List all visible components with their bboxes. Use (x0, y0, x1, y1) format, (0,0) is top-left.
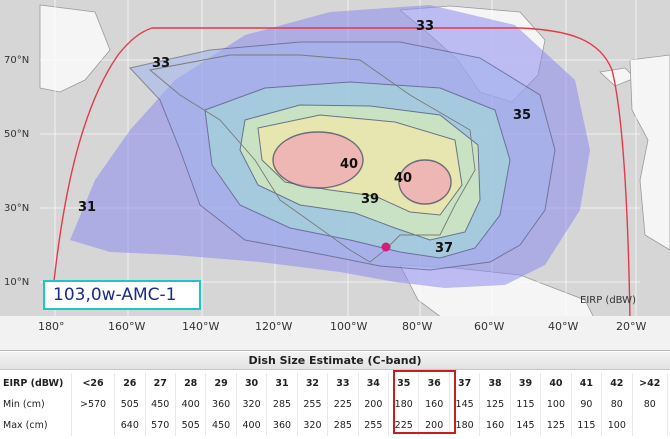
min-cell: 125 (479, 394, 511, 415)
contour-label: 40 (394, 171, 412, 186)
min-row: Min (cm) >570 505 450 400 360 320 285 25… (0, 394, 669, 415)
longitude-axis-strip (0, 316, 670, 350)
eirp-cell: 41 (571, 373, 603, 394)
contour-label: 39 (361, 192, 379, 207)
longitude-label: 20°W (616, 320, 646, 333)
max-cell: 400 (236, 415, 268, 436)
eirp-cell: 37 (449, 373, 481, 394)
visibility-limit-line (51, 27, 631, 321)
max-cell: 570 (145, 415, 176, 436)
latitude-label: 70°N (4, 55, 29, 66)
satellite-name-label: 103,0w-AMC-1 (43, 280, 201, 310)
eirp-cell: 35 (388, 373, 420, 394)
eirp-cell: 27 (145, 373, 176, 394)
satellite-position-marker (381, 242, 391, 252)
contour-label: 31 (78, 200, 96, 215)
max-cell (71, 415, 116, 436)
min-cell: 450 (145, 394, 176, 415)
max-cell: 200 (418, 415, 450, 436)
longitude-label: 100°W (330, 320, 367, 333)
min-cell: 400 (175, 394, 207, 415)
latitude-label: 30°N (4, 203, 29, 214)
contour-label: 37 (435, 241, 453, 256)
coverage-contours (70, 5, 590, 288)
min-cell: 100 (540, 394, 572, 415)
eirp-cell: 33 (327, 373, 359, 394)
min-cell: 320 (236, 394, 268, 415)
longitude-label: 180° (38, 320, 65, 333)
eirp-cell: 38 (479, 373, 511, 394)
longitude-label: 120°W (255, 320, 292, 333)
contour-40-east (398, 159, 452, 205)
contour-label: 40 (340, 157, 358, 172)
eirp-cell: 29 (205, 373, 237, 394)
max-cell: 115 (571, 415, 603, 436)
longitude-label: 60°W (474, 320, 504, 333)
row-label: EIRP (dBW) (0, 373, 72, 394)
eirp-cell: <26 (71, 373, 116, 394)
longitude-label: 140°W (182, 320, 219, 333)
row-label: Max (cm) (0, 415, 72, 436)
eirp-cell: 28 (175, 373, 207, 394)
max-cell: 255 (358, 415, 390, 436)
longitude-label: 40°W (548, 320, 578, 333)
coverage-map: 33 33 35 40 40 39 31 37 70°N 50°N 30°N 1… (0, 0, 670, 350)
min-cell: 255 (297, 394, 329, 415)
min-cell: 360 (205, 394, 237, 415)
contour-label: 35 (513, 108, 531, 123)
longitude-label: 80°W (402, 320, 432, 333)
max-cell: 225 (388, 415, 420, 436)
max-cell: 125 (540, 415, 572, 436)
min-cell: 160 (418, 394, 450, 415)
max-cell: 145 (510, 415, 542, 436)
eirp-cell: 30 (236, 373, 268, 394)
min-cell: 90 (571, 394, 603, 415)
eirp-cell: >42 (632, 373, 669, 394)
europe-shape (629, 54, 670, 251)
min-cell: >570 (71, 394, 116, 415)
min-cell: 200 (358, 394, 390, 415)
max-cell: 505 (175, 415, 207, 436)
max-cell: 360 (266, 415, 298, 436)
eirp-cell: 26 (114, 373, 146, 394)
eirp-cell: 36 (418, 373, 450, 394)
min-cell: 115 (510, 394, 542, 415)
min-cell: 80 (601, 394, 633, 415)
latitude-label: 50°N (4, 129, 29, 140)
min-cell: 80 (632, 394, 669, 415)
eirp-cell: 31 (266, 373, 298, 394)
min-cell: 145 (449, 394, 481, 415)
latitude-label: 10°N (4, 277, 29, 288)
max-cell: 285 (327, 415, 359, 436)
eirp-cell: 39 (510, 373, 542, 394)
max-cell (632, 415, 669, 436)
contour-label: 33 (152, 56, 170, 71)
max-cell: 320 (297, 415, 329, 436)
north-america-outline (148, 54, 476, 263)
max-cell: 100 (601, 415, 633, 436)
longitude-label: 160°W (108, 320, 145, 333)
eirp-cell: 34 (358, 373, 390, 394)
eirp-row: EIRP (dBW) <26 26 27 28 29 30 31 32 33 3… (0, 373, 669, 394)
min-cell: 505 (114, 394, 146, 415)
max-row: Max (cm) 640 570 505 450 400 360 320 285… (0, 415, 669, 436)
min-cell: 285 (266, 394, 298, 415)
row-label: Min (cm) (0, 394, 72, 415)
siberia-shape (39, 4, 111, 93)
contour-40-west (272, 131, 364, 189)
max-cell: 160 (479, 415, 511, 436)
min-cell: 225 (327, 394, 359, 415)
min-cell: 180 (388, 394, 420, 415)
max-cell: 180 (449, 415, 481, 436)
contour-label: 33 (416, 19, 434, 34)
eirp-cell: 42 (601, 373, 633, 394)
dish-size-table: EIRP (dBW) <26 26 27 28 29 30 31 32 33 3… (0, 373, 669, 436)
max-cell: 450 (205, 415, 237, 436)
eirp-cell: 32 (297, 373, 329, 394)
dish-size-title: Dish Size Estimate (C-band) (0, 352, 670, 370)
max-cell: 640 (114, 415, 146, 436)
eirp-cell: 40 (540, 373, 572, 394)
eirp-unit-label: EIRP (dBW) (580, 295, 636, 306)
